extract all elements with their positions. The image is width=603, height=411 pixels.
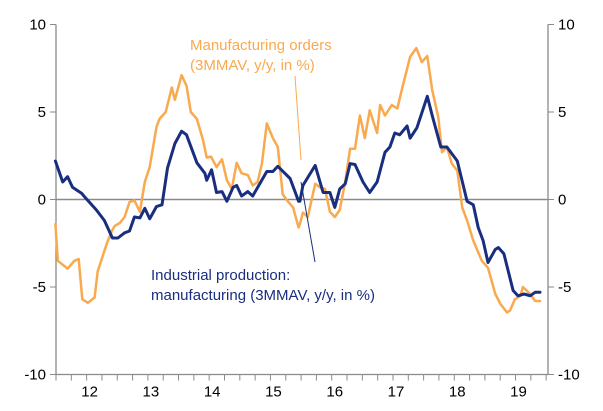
y-tick-label-right: 10: [558, 17, 575, 34]
x-tick-label: 17: [388, 384, 405, 401]
annotations: Manufacturing orders (3MMAV, y/y, in %) …: [151, 37, 375, 304]
production-annotation-line1: Industrial production:: [151, 267, 290, 284]
x-tick-label: 15: [265, 384, 282, 401]
series-line-manufacturing-orders: [54, 46, 542, 314]
series-lines: [53, 46, 542, 314]
axes: [50, 24, 554, 381]
orders-annotation-line2: (3MMAV, y/y, in %): [190, 57, 315, 74]
x-tick-label: 13: [143, 384, 160, 401]
y-tick-label-left: 5: [38, 104, 46, 121]
y-tick-label-left: -5: [33, 279, 46, 296]
series-line-industrial-production: [53, 94, 542, 298]
x-tick-label: 18: [449, 384, 466, 401]
y-tick-label-left: -10: [24, 367, 46, 384]
production-annotation-line2: manufacturing (3MMAV, y/y, in %): [151, 287, 375, 304]
orders-leader-line: [294, 75, 302, 161]
y-tick-label-left: 10: [29, 17, 46, 34]
y-tick-label-right: -5: [558, 279, 571, 296]
y-tick-label-right: 0: [558, 192, 566, 209]
orders-annotation-line1: Manufacturing orders: [190, 37, 332, 54]
y-tick-label-left: 0: [38, 192, 46, 209]
x-tick-label: 14: [204, 384, 221, 401]
x-tick-label: 16: [326, 384, 343, 401]
tick-labels: 10 10 5 5 0 0 -5 -5 -10 -10 12 13 14 15 16 17 18 19: [24, 17, 579, 401]
y-tick-label-right: 5: [558, 104, 566, 121]
x-tick-label: 19: [510, 384, 527, 401]
x-tick-label: 12: [81, 384, 98, 401]
production-leader-line: [300, 181, 316, 263]
y-tick-label-right: -10: [558, 367, 580, 384]
